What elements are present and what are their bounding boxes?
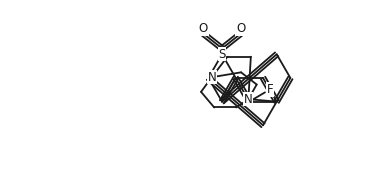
Text: N: N: [244, 93, 253, 106]
Text: O: O: [199, 22, 208, 35]
Text: S: S: [219, 48, 226, 61]
Text: F: F: [266, 83, 273, 96]
Text: O: O: [236, 22, 245, 35]
Text: N: N: [208, 71, 216, 84]
